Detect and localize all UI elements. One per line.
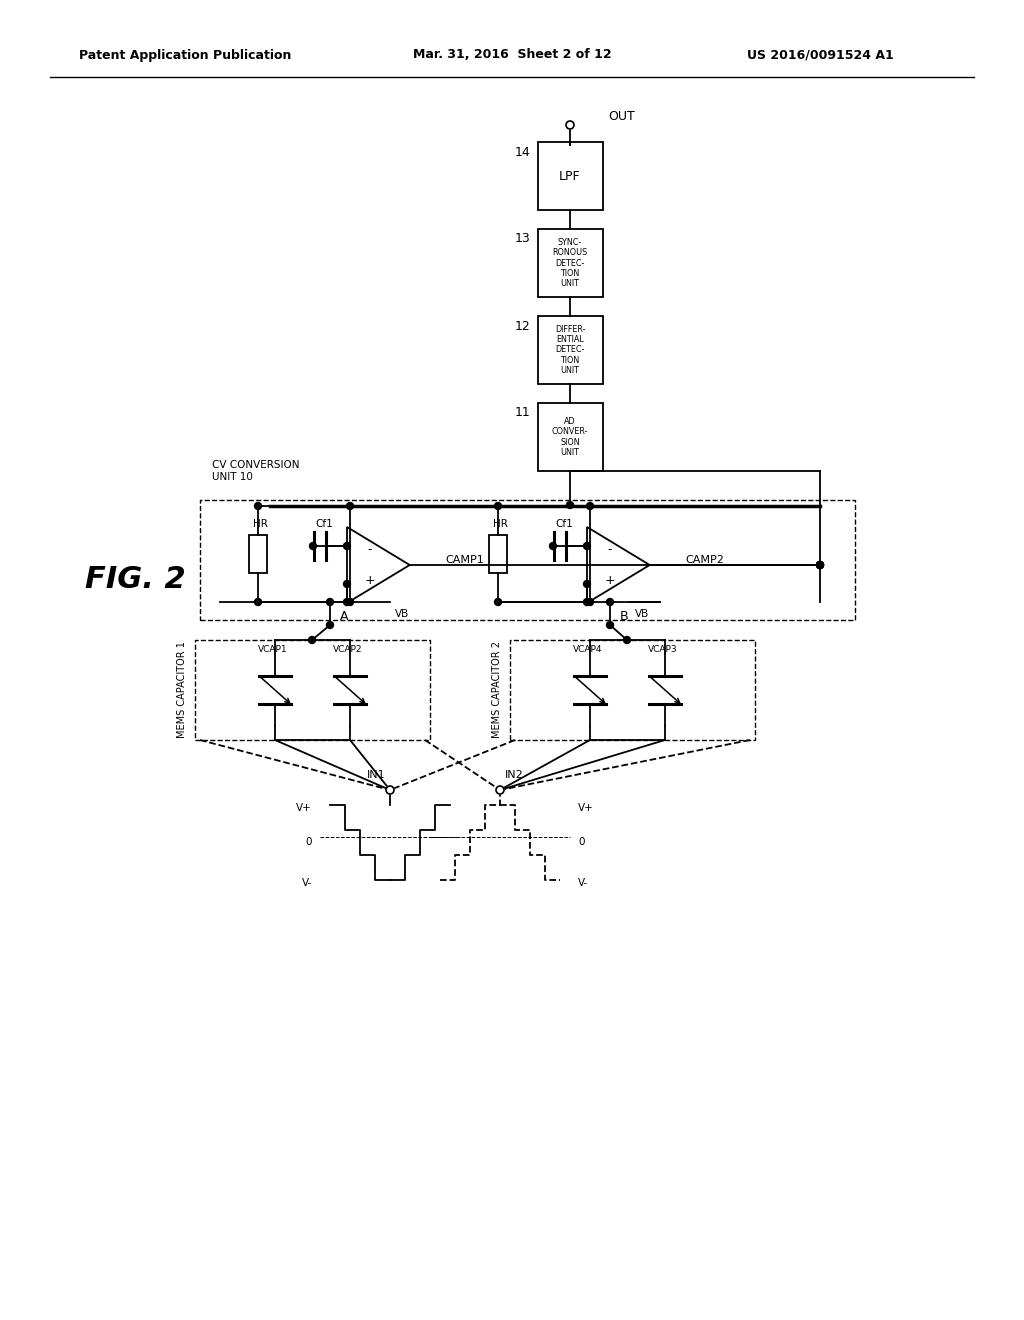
- Text: VCAP2: VCAP2: [333, 645, 362, 655]
- Text: 14: 14: [514, 145, 530, 158]
- Bar: [489, 535, 507, 573]
- Circle shape: [346, 598, 353, 606]
- Text: IN1: IN1: [367, 770, 385, 780]
- Circle shape: [566, 502, 573, 508]
- Circle shape: [496, 785, 504, 795]
- Text: SYNC-
RONOUS
DETEC-
TION
UNIT: SYNC- RONOUS DETEC- TION UNIT: [552, 238, 588, 288]
- Circle shape: [550, 543, 556, 549]
- Text: +: +: [605, 573, 615, 586]
- Text: B: B: [620, 610, 629, 623]
- Text: 12: 12: [514, 319, 530, 333]
- Text: IN2: IN2: [505, 770, 523, 780]
- Text: MEMS CAPACITOR 1: MEMS CAPACITOR 1: [177, 642, 187, 738]
- Circle shape: [816, 561, 823, 569]
- Text: Cf1: Cf1: [555, 519, 572, 529]
- Text: VCAP1: VCAP1: [258, 645, 288, 655]
- Text: +: +: [365, 573, 376, 586]
- Circle shape: [566, 121, 574, 129]
- Text: -: -: [368, 544, 373, 557]
- Bar: [538, 228, 603, 297]
- Bar: [538, 403, 603, 471]
- Text: 11: 11: [514, 407, 530, 420]
- Bar: [195, 640, 430, 741]
- Bar: [249, 535, 267, 573]
- Circle shape: [386, 785, 394, 795]
- Text: CAMP2: CAMP2: [685, 554, 724, 565]
- Text: Patent Application Publication: Patent Application Publication: [79, 49, 291, 62]
- Text: V+: V+: [296, 803, 312, 813]
- Circle shape: [346, 503, 353, 510]
- Circle shape: [343, 598, 350, 606]
- Text: V-: V-: [302, 878, 312, 888]
- Text: VCAP4: VCAP4: [573, 645, 603, 655]
- Text: US 2016/0091524 A1: US 2016/0091524 A1: [746, 49, 893, 62]
- Bar: [538, 143, 603, 210]
- Circle shape: [584, 543, 591, 549]
- Text: 13: 13: [514, 232, 530, 246]
- Bar: [510, 640, 755, 741]
- Text: AD
CONVER-
SION
UNIT: AD CONVER- SION UNIT: [552, 417, 588, 457]
- Circle shape: [624, 636, 631, 644]
- Circle shape: [584, 598, 591, 606]
- Circle shape: [495, 503, 502, 510]
- Circle shape: [587, 598, 594, 606]
- Text: 0: 0: [305, 837, 312, 847]
- Text: Cf1: Cf1: [315, 519, 333, 529]
- Text: CV CONVERSION
UNIT 10: CV CONVERSION UNIT 10: [212, 461, 299, 482]
- Circle shape: [816, 561, 823, 569]
- Text: Mar. 31, 2016  Sheet 2 of 12: Mar. 31, 2016 Sheet 2 of 12: [413, 49, 611, 62]
- Circle shape: [255, 598, 261, 606]
- Text: VCAP3: VCAP3: [648, 645, 678, 655]
- Text: DIFFER-
ENTIAL
DETEC-
TION
UNIT: DIFFER- ENTIAL DETEC- TION UNIT: [555, 325, 585, 375]
- Circle shape: [495, 598, 502, 606]
- Text: OUT: OUT: [608, 111, 635, 124]
- Circle shape: [255, 503, 261, 510]
- Circle shape: [343, 543, 350, 549]
- Bar: [538, 315, 603, 384]
- Circle shape: [309, 543, 316, 549]
- Text: FIG. 2: FIG. 2: [85, 565, 185, 594]
- Text: VB: VB: [635, 609, 649, 619]
- Text: V-: V-: [578, 878, 588, 888]
- Circle shape: [327, 598, 334, 606]
- Text: MEMS CAPACITOR 2: MEMS CAPACITOR 2: [492, 642, 502, 738]
- Text: VB: VB: [395, 609, 410, 619]
- Circle shape: [816, 561, 823, 569]
- Text: A: A: [340, 610, 348, 623]
- Text: LPF: LPF: [559, 169, 581, 182]
- Circle shape: [606, 598, 613, 606]
- Bar: [200, 500, 855, 620]
- Circle shape: [816, 561, 823, 569]
- Text: V+: V+: [578, 803, 594, 813]
- Text: 0: 0: [578, 837, 585, 847]
- Circle shape: [587, 503, 594, 510]
- Text: HR: HR: [253, 519, 267, 529]
- Circle shape: [584, 581, 591, 587]
- Circle shape: [606, 622, 613, 628]
- Text: CAMP1: CAMP1: [445, 554, 483, 565]
- Circle shape: [343, 581, 350, 587]
- Text: -: -: [608, 544, 612, 557]
- Text: HR: HR: [493, 519, 508, 529]
- Circle shape: [327, 622, 334, 628]
- Circle shape: [308, 636, 315, 644]
